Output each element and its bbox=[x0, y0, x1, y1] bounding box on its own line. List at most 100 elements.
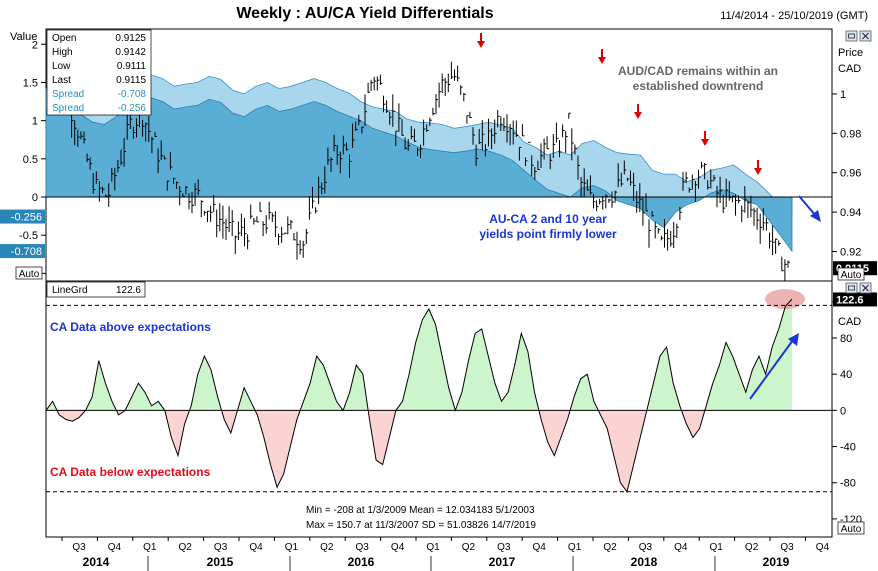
annotation-trend-line1: AUD/CAD remains within an bbox=[618, 64, 778, 78]
left-tick-label: 2 bbox=[32, 39, 38, 51]
svg-text:122.6: 122.6 bbox=[836, 294, 864, 306]
legend-last-value: 0.9115 bbox=[116, 75, 146, 86]
left-tick-label: 0.5 bbox=[23, 154, 38, 166]
quarter-label: Q4 bbox=[391, 542, 405, 553]
label-below-expectations: CA Data below expectations bbox=[50, 465, 211, 479]
quarter-label: Q2 bbox=[745, 542, 759, 553]
lower-legend-label: LineGrd bbox=[52, 285, 88, 296]
upper-left-auto-button[interactable]: Auto bbox=[15, 266, 43, 280]
upper-restore-icon[interactable] bbox=[845, 30, 858, 42]
lower-right-tick-label: -40 bbox=[840, 442, 856, 454]
right-axis-label-price: Price bbox=[838, 47, 863, 59]
lower-right-tick-label: 40 bbox=[840, 369, 852, 381]
right-tick-label: 0.96 bbox=[840, 168, 861, 180]
annotation-yields-line1: AU-CA 2 and 10 year bbox=[489, 212, 607, 226]
quarter-label: Q2 bbox=[179, 542, 193, 553]
badge-spread-10y: -0.256 bbox=[0, 209, 45, 224]
quarter-label: Q4 bbox=[674, 542, 688, 553]
red-arrow-3 bbox=[634, 104, 642, 119]
badge-linegrd-last: 122.6 bbox=[833, 292, 877, 307]
year-label: 2018 bbox=[631, 555, 658, 569]
quarter-label: Q4 bbox=[108, 542, 122, 553]
linegrd-line bbox=[45, 298, 793, 493]
upper-close-icon[interactable] bbox=[859, 30, 872, 42]
stats-line-2: Max = 150.7 at 11/3/2007 SD = 51.03826 1… bbox=[306, 520, 536, 531]
quarter-label: Q1 bbox=[710, 542, 724, 553]
svg-text:Auto: Auto bbox=[19, 269, 40, 280]
quarter-label: Q3 bbox=[72, 542, 86, 553]
red-arrow-1 bbox=[477, 33, 485, 48]
legend-open-value: 0.9125 bbox=[115, 33, 146, 44]
stats-line-1: Min = -208 at 1/3/2009 Mean = 12.034183 … bbox=[306, 505, 535, 516]
quarter-label: Q2 bbox=[320, 542, 334, 553]
legend-spread2-label: Spread bbox=[52, 103, 84, 114]
quarter-label: Q1 bbox=[285, 542, 299, 553]
date-range: 11/4/2014 - 25/10/2019 (GMT) bbox=[720, 10, 868, 22]
quarter-label: Q4 bbox=[816, 542, 830, 553]
annotation-trend-line2: established downtrend bbox=[633, 79, 764, 93]
year-label: 2016 bbox=[348, 555, 375, 569]
left-tick-label: 1 bbox=[32, 116, 38, 128]
chart-title: Weekly : AU/CA Yield Differentials bbox=[236, 5, 494, 22]
year-label: 2014 bbox=[83, 555, 110, 569]
legend-high-label: High bbox=[52, 47, 73, 58]
quarter-label: Q4 bbox=[249, 542, 263, 553]
svg-text:Auto: Auto bbox=[841, 270, 862, 281]
svg-text:-0.256: -0.256 bbox=[11, 212, 42, 224]
svg-text:Auto: Auto bbox=[841, 524, 862, 535]
quarter-label: Q1 bbox=[426, 542, 440, 553]
label-above-expectations: CA Data above expectations bbox=[50, 320, 211, 334]
lower-panel-frame bbox=[45, 280, 833, 538]
lower-close-icon[interactable] bbox=[859, 282, 872, 294]
left-tick-label: 1.5 bbox=[23, 77, 38, 89]
legend-open-label: Open bbox=[52, 33, 76, 44]
peak-highlight bbox=[765, 289, 805, 310]
legend-spread1-value: -0.708 bbox=[118, 89, 147, 100]
red-arrow-4 bbox=[701, 131, 709, 146]
svg-text:-0.708: -0.708 bbox=[11, 246, 42, 258]
red-arrow-5 bbox=[754, 160, 762, 175]
quarter-label: Q3 bbox=[639, 542, 653, 553]
quarter-label: Q2 bbox=[462, 542, 476, 553]
quarter-label: Q3 bbox=[497, 542, 511, 553]
annotation-yields-line2: yields point firmly lower bbox=[479, 227, 617, 241]
lower-unit-label: CAD bbox=[838, 316, 861, 328]
area-above-expectations bbox=[46, 299, 792, 411]
spread-2y-area bbox=[45, 97, 793, 253]
badge-spread-2y: -0.708 bbox=[0, 244, 45, 259]
left-axis-label: Value bbox=[10, 31, 37, 43]
quarter-label: Q3 bbox=[780, 542, 794, 553]
right-tick-label: 0.92 bbox=[840, 246, 861, 258]
left-tick-label: 0 bbox=[32, 192, 38, 204]
right-tick-label: 1 bbox=[840, 89, 846, 101]
quarter-label: Q4 bbox=[533, 542, 547, 553]
quarter-label: Q2 bbox=[603, 542, 617, 553]
legend-high-value: 0.9142 bbox=[115, 47, 146, 58]
legend-spread1-label: Spread bbox=[52, 89, 84, 100]
right-tick-label: 0.98 bbox=[840, 128, 861, 140]
legend-spread2-value: -0.256 bbox=[118, 103, 147, 114]
lower-right-tick-label: 0 bbox=[840, 405, 846, 417]
year-label: 2017 bbox=[489, 555, 516, 569]
lower-restore-icon[interactable] bbox=[845, 282, 858, 294]
upper-legend: Open 0.9125 High 0.9142 Low 0.9111 Last … bbox=[46, 29, 152, 116]
upper-right-auto-button[interactable]: Auto bbox=[837, 267, 865, 281]
quarter-label: Q1 bbox=[568, 542, 582, 553]
legend-low-label: Low bbox=[52, 61, 71, 72]
legend-last-label: Last bbox=[52, 75, 71, 86]
lower-right-tick-label: -80 bbox=[840, 478, 856, 490]
year-label: 2015 bbox=[207, 555, 234, 569]
lower-blue-up-arrow bbox=[749, 333, 799, 400]
quarter-label: Q3 bbox=[214, 542, 228, 553]
lower-right-auto-button[interactable]: Auto bbox=[837, 521, 865, 535]
lower-right-tick-label: 80 bbox=[840, 333, 852, 345]
right-tick-label: 0.94 bbox=[840, 207, 861, 219]
red-arrow-2 bbox=[598, 49, 606, 64]
quarter-label: Q3 bbox=[356, 542, 370, 553]
legend-low-value: 0.9111 bbox=[117, 61, 147, 72]
lower-legend-value: 122.6 bbox=[116, 285, 141, 296]
quarter-label: Q1 bbox=[143, 542, 157, 553]
blue-down-arrow bbox=[798, 195, 821, 222]
